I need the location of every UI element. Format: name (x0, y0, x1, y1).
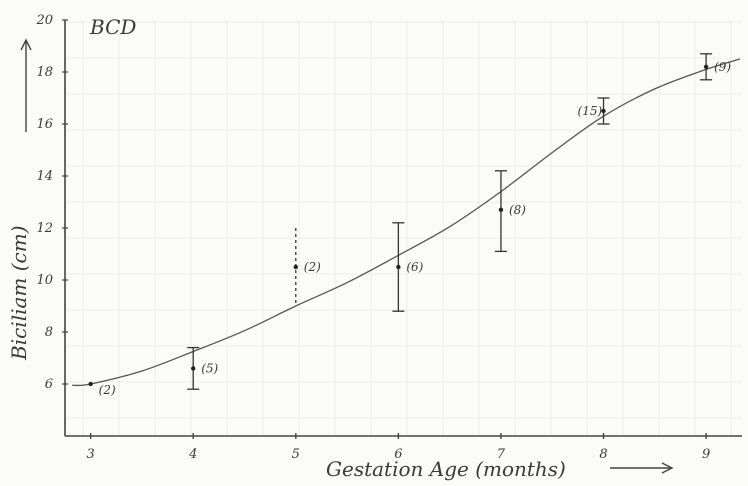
x-tick-label: 3 (87, 447, 95, 462)
sample-count-label: (6) (406, 260, 423, 274)
x-axis-arrow (610, 462, 674, 474)
data-point (396, 264, 401, 270)
data-point (293, 264, 298, 270)
sample-count-label: (8) (509, 203, 526, 217)
data-point (498, 207, 504, 212)
data-point-group: (2) (88, 381, 116, 397)
y-tick-label: 20 (35, 13, 53, 28)
x-tick-label: 9 (702, 447, 710, 462)
data-point-group: (8) (494, 170, 526, 253)
sample-count-label: (2) (99, 383, 116, 397)
y-tick-label: 8 (45, 325, 53, 340)
data-point-group: (5) (187, 346, 219, 390)
grid (65, 20, 742, 436)
x-tick-label: 8 (599, 447, 607, 462)
sample-count-label: (2) (304, 260, 321, 274)
sample-count-label: (9) (714, 60, 731, 74)
x-tick-label: 4 (188, 447, 197, 462)
y-tick-label: 18 (36, 65, 53, 80)
sample-count-label: (15) (578, 104, 603, 118)
data-point (601, 108, 606, 114)
y-tick-label: 10 (36, 273, 53, 288)
data-point-group: (6) (392, 222, 424, 312)
y-tick-label: 12 (36, 221, 53, 236)
y-tick-label: 6 (45, 377, 53, 392)
data-point (703, 64, 709, 70)
x-tick-label: 7 (497, 447, 506, 462)
fit-curve-line (72, 58, 741, 387)
y-tick-label: 14 (36, 169, 53, 184)
data-point (88, 381, 93, 387)
data-point-group: (9) (700, 53, 731, 81)
data-point-group: (15) (578, 97, 610, 125)
x-tick-label: 6 (394, 447, 402, 462)
y-tick-label: 16 (36, 117, 53, 132)
sample-count-label: (5) (201, 361, 218, 375)
x-axis-label: Gestation Age (months) (326, 457, 566, 481)
y-axis-arrow (20, 38, 32, 132)
chart-title: BCD (89, 15, 136, 39)
x-tick-label: 5 (292, 447, 300, 462)
data-point (191, 366, 196, 371)
y-axis-label: Biciliam (cm) (7, 225, 31, 361)
data-point-group: (2) (293, 228, 321, 306)
